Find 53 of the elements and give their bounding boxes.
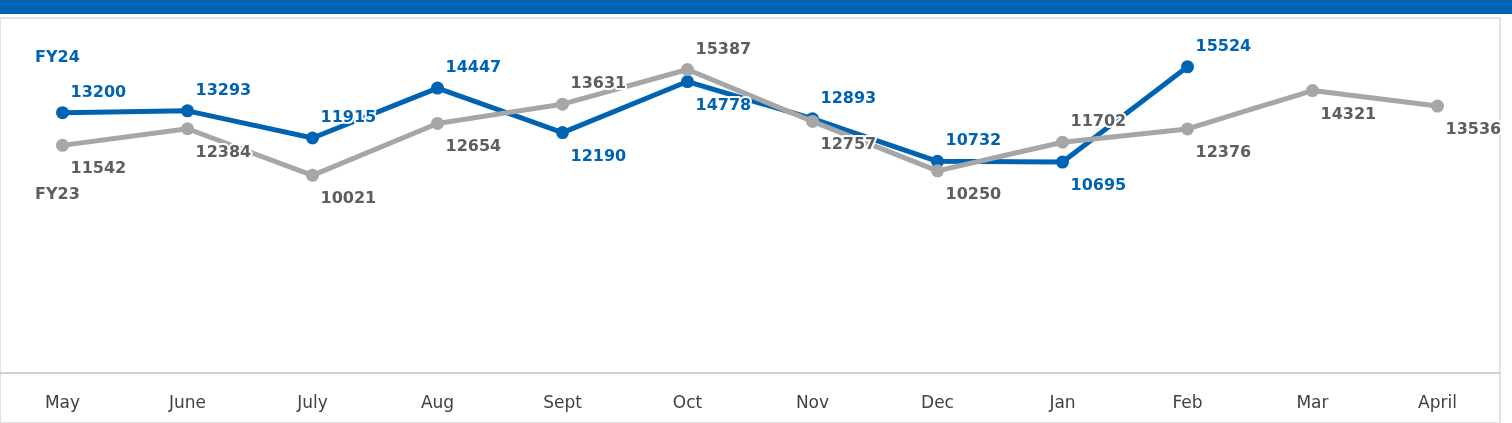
point <box>681 63 694 77</box>
text: FY24 <box>35 47 80 66</box>
point <box>431 116 444 130</box>
data-label: 14447 <box>445 57 502 77</box>
x-tick-label: Aug <box>420 392 455 412</box>
point <box>1181 60 1194 74</box>
point <box>56 106 69 120</box>
data-label: 12190 <box>570 145 627 165</box>
data-label: 13536 <box>1445 119 1502 139</box>
data-label: 12654 <box>445 136 502 156</box>
point <box>306 168 319 182</box>
text: FY23 <box>35 184 80 203</box>
x-tick-label: Sept <box>543 392 583 412</box>
x-tick-label: May <box>44 392 81 412</box>
x-tick-label: Jan <box>1048 392 1076 412</box>
point <box>306 131 319 145</box>
x-tick-label: June <box>167 392 207 412</box>
data-label: 13631 <box>570 73 627 93</box>
x-tick-label: Mar <box>1296 392 1329 412</box>
x-tick-label: Feb <box>1172 392 1203 412</box>
point <box>681 75 694 89</box>
data-label: 11542 <box>70 158 127 178</box>
point <box>931 164 944 178</box>
data-label: 12757 <box>820 134 877 154</box>
x-tick-label: Nov <box>795 392 830 412</box>
data-label: 12893 <box>820 87 877 107</box>
x-tick-label: Dec <box>921 392 954 412</box>
point <box>181 122 194 136</box>
point <box>56 138 69 152</box>
point <box>1431 99 1444 113</box>
point <box>556 126 569 140</box>
data-label: 10250 <box>945 183 1002 203</box>
point <box>181 104 194 118</box>
point <box>431 81 444 95</box>
data-label: 14321 <box>1320 103 1377 123</box>
point <box>1181 122 1194 136</box>
data-label: 13293 <box>195 79 252 99</box>
data-label: 10695 <box>1070 175 1127 195</box>
point <box>556 97 569 111</box>
point <box>1306 84 1319 98</box>
data-label: 12376 <box>1195 141 1252 161</box>
x-tick-label: July <box>296 392 328 412</box>
data-label: 13200 <box>70 81 127 101</box>
data-label: 10732 <box>945 130 1002 150</box>
data-label: 15387 <box>695 38 752 58</box>
x-tick-label: Oct <box>672 392 703 412</box>
data-label: 14778 <box>695 94 752 114</box>
point <box>1056 135 1069 149</box>
data-label: 10021 <box>320 188 377 208</box>
data-label: 12384 <box>195 141 252 161</box>
point <box>1056 155 1069 169</box>
data-label: 15524 <box>1195 35 1252 55</box>
x-tick-label: April <box>1418 392 1457 412</box>
